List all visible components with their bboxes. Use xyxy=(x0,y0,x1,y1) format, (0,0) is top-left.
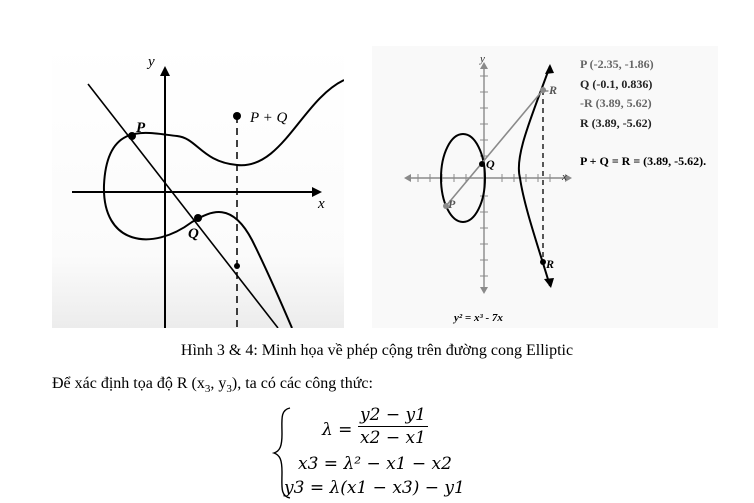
formula-system xyxy=(268,404,478,502)
para-sub-2: 3 xyxy=(226,383,232,396)
fig2-point-q xyxy=(479,161,485,167)
para-text-after: ), ta có các công thức: xyxy=(231,375,373,392)
fig2-equation: y² = x³ - 7x xyxy=(452,312,503,324)
formula-x3: x3 = λ² − x1 − x2 xyxy=(298,454,452,474)
lambda-fraction: y2 − y1 x2 − x1 xyxy=(358,404,428,449)
fig2-legend-sum: P + Q = R = (3.89, -5.62). xyxy=(580,154,706,168)
figure-curve-example-svg: y x P Q -R R P (-2.35, -1.86) Q (-0.1, 0… xyxy=(372,46,718,328)
fig1-label-q: Q xyxy=(188,226,199,242)
fig2-point-r xyxy=(540,259,546,265)
fig2-legend-q: Q (-0.1, 0.836) xyxy=(580,77,652,91)
fig2-label-p: P xyxy=(448,197,456,211)
fig2-legend-neg-r: -R (3.89, 5.62) xyxy=(580,96,652,110)
para-text-before: Để xác định tọa độ R (x xyxy=(52,375,205,392)
fig2-y-arrow-bottom xyxy=(480,287,488,294)
fig2-point-p xyxy=(443,203,449,209)
figure-caption: Hình 3 & 4: Minh họa về phép cộng trên đ… xyxy=(180,342,574,359)
fig2-label-q: Q xyxy=(486,157,495,171)
left-brace xyxy=(271,407,291,499)
fig1-label-pq: P + Q xyxy=(249,110,288,126)
formula-y3: y3 = λ(x1 − x3) − y1 xyxy=(284,478,465,498)
fig2-secant-line xyxy=(445,89,544,207)
fig2-axis-y-label: y xyxy=(479,53,485,65)
fig2-x-arrow-left xyxy=(404,174,411,182)
elliptic-curve xyxy=(102,79,345,329)
fig1-label-p: P xyxy=(136,120,146,136)
figure2-background xyxy=(372,46,718,328)
point-reflection xyxy=(234,263,240,269)
figure-background xyxy=(52,40,344,328)
figure-elliptic-addition: y x P Q P + Q xyxy=(52,40,345,329)
fig1-label-x: x xyxy=(317,196,325,212)
fig2-legend-r: R (3.89, -5.62) xyxy=(580,116,652,130)
fig2-x-arrow xyxy=(565,174,572,182)
point-p-plus-q xyxy=(233,112,241,120)
para-sub-1: 3 xyxy=(204,383,211,396)
fig2-curve-oval xyxy=(440,133,486,223)
para-text-middle: , y xyxy=(210,375,227,392)
fig2-curve-branch xyxy=(517,65,551,287)
fig2-axis-x-label: x xyxy=(561,171,567,183)
fig2-branch-arrow-bottom xyxy=(544,278,554,288)
fig2-branch-arrow-top xyxy=(545,64,554,74)
fig2-label-neg-r: -R xyxy=(545,83,557,97)
figure-curve-example: y x P Q -R R P (-2.35, -1.86) Q (-0.1, 0… xyxy=(372,46,718,328)
x-axis-arrow xyxy=(312,187,322,197)
fig1-label-y: y xyxy=(146,54,155,70)
figure-elliptic-addition-svg: y x P Q P + Q xyxy=(52,40,345,329)
fig2-label-r: R xyxy=(545,257,554,271)
fig2-legend-p: P (-2.35, -1.86) xyxy=(580,57,654,71)
point-p xyxy=(128,132,136,140)
chord-line xyxy=(87,83,279,329)
lambda-lhs: λ = xyxy=(322,420,353,440)
point-q xyxy=(194,214,202,222)
y-axis-arrow xyxy=(160,66,170,76)
fig2-y-arrow xyxy=(480,62,488,69)
lambda-numerator: y2 − y1 xyxy=(358,405,428,427)
lambda-denominator: x2 − x1 xyxy=(360,428,426,448)
fig2-point-neg-r xyxy=(540,87,546,93)
intro-paragraph: Để xác định tọa độ R (x3, y3), ta có các… xyxy=(52,374,373,399)
